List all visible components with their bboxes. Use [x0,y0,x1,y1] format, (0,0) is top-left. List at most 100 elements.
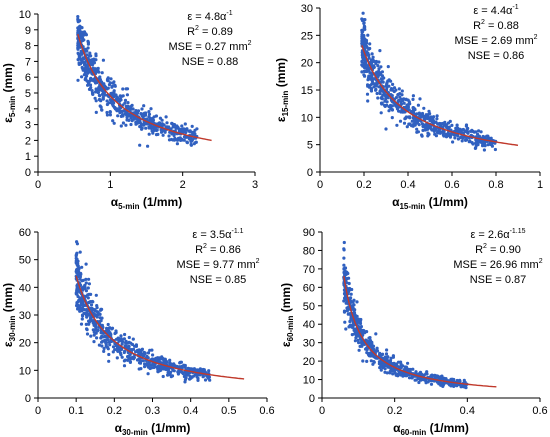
data-point [139,359,143,363]
data-point [411,106,415,110]
data-point [129,107,133,111]
y-tick-label: 10 [303,375,315,387]
data-point [404,98,408,102]
data-point [139,125,143,129]
y-tick-label: 50 [303,301,315,313]
data-point [444,378,448,382]
data-point [195,127,199,131]
data-point [342,256,346,260]
data-point [399,362,403,366]
data-point [89,334,93,338]
data-point [459,131,463,135]
data-point [116,349,120,353]
data-point [105,110,109,115]
y-tick-label: 25 [301,30,313,42]
data-point [462,131,466,135]
data-point [423,378,427,382]
data-point [87,292,91,296]
data-point [86,46,90,50]
data-point [147,365,151,369]
data-point [476,143,480,147]
data-point [155,128,159,132]
data-point [399,110,403,114]
data-point [440,382,444,387]
data-point [174,126,178,130]
data-point [163,357,167,361]
data-point [134,343,138,347]
data-point [83,72,87,77]
y-tick-label: 30 [301,3,313,15]
data-point [438,375,442,379]
data-point [402,121,407,125]
data-point [120,355,124,359]
data-point [83,66,87,70]
data-point [119,334,123,338]
data-point [478,140,482,144]
y-axis-label: ε30-min (mm) [1,283,17,347]
data-point [116,96,120,100]
data-point [368,42,372,46]
data-point [192,374,196,378]
mse-value: MSE = 0.27 mm2 [168,40,251,53]
data-point [90,306,94,310]
panel-3: 0 0.1 0.2 0.3 0.4 0.5 0.6 0 10 20 30 40 50 60 α30-min … [1,227,275,437]
data-point [148,116,152,120]
data-point [167,134,171,138]
data-point [367,54,371,58]
data-point [76,289,80,293]
data-point [101,92,105,96]
data-point [343,273,347,277]
data-point [407,122,411,126]
data-point [397,87,401,91]
data-point [367,354,371,358]
fit-equation: ε = 4.8α-1 [187,10,232,23]
data-point [169,127,173,131]
data-point [122,337,126,341]
data-point [377,69,381,73]
data-point [405,125,409,129]
data-point [92,312,96,316]
data-point [98,94,102,98]
data-point [97,343,101,347]
data-point [378,366,382,370]
data-point [417,123,421,127]
fit-curve [361,45,519,146]
data-point [81,30,85,35]
data-point [368,60,372,64]
x-tick-label: 0.6 [532,405,547,417]
data-point [161,374,165,379]
data-point [364,44,368,48]
data-point [382,76,386,80]
data-point [416,120,420,124]
data-point [81,314,85,318]
data-point [102,346,106,351]
data-point [424,372,428,376]
data-point [159,130,164,134]
data-point [87,322,91,326]
r-squared: R2 = 0.86 [195,243,241,256]
data-point [355,314,359,318]
x-tick-label: 0.4 [400,179,415,191]
y-tick-label: 60 [303,282,315,294]
data-point [92,333,96,337]
data-point [416,130,420,134]
y-tick-label: 50 [19,255,31,267]
x-tick-label: 1 [537,179,543,191]
data-point [84,281,88,285]
data-point [165,121,169,125]
data-point [145,122,149,126]
data-point [379,101,384,105]
data-point [164,360,168,364]
data-point [118,106,122,110]
data-point [390,99,394,104]
data-point [115,356,119,360]
data-point [112,80,116,84]
data-point [90,89,94,93]
data-point [186,366,190,370]
data-point [81,57,85,61]
data-point [89,303,94,307]
data-point [442,131,446,135]
data-point [411,94,415,98]
y-tick-label: 20 [303,356,315,368]
data-point [371,55,375,59]
